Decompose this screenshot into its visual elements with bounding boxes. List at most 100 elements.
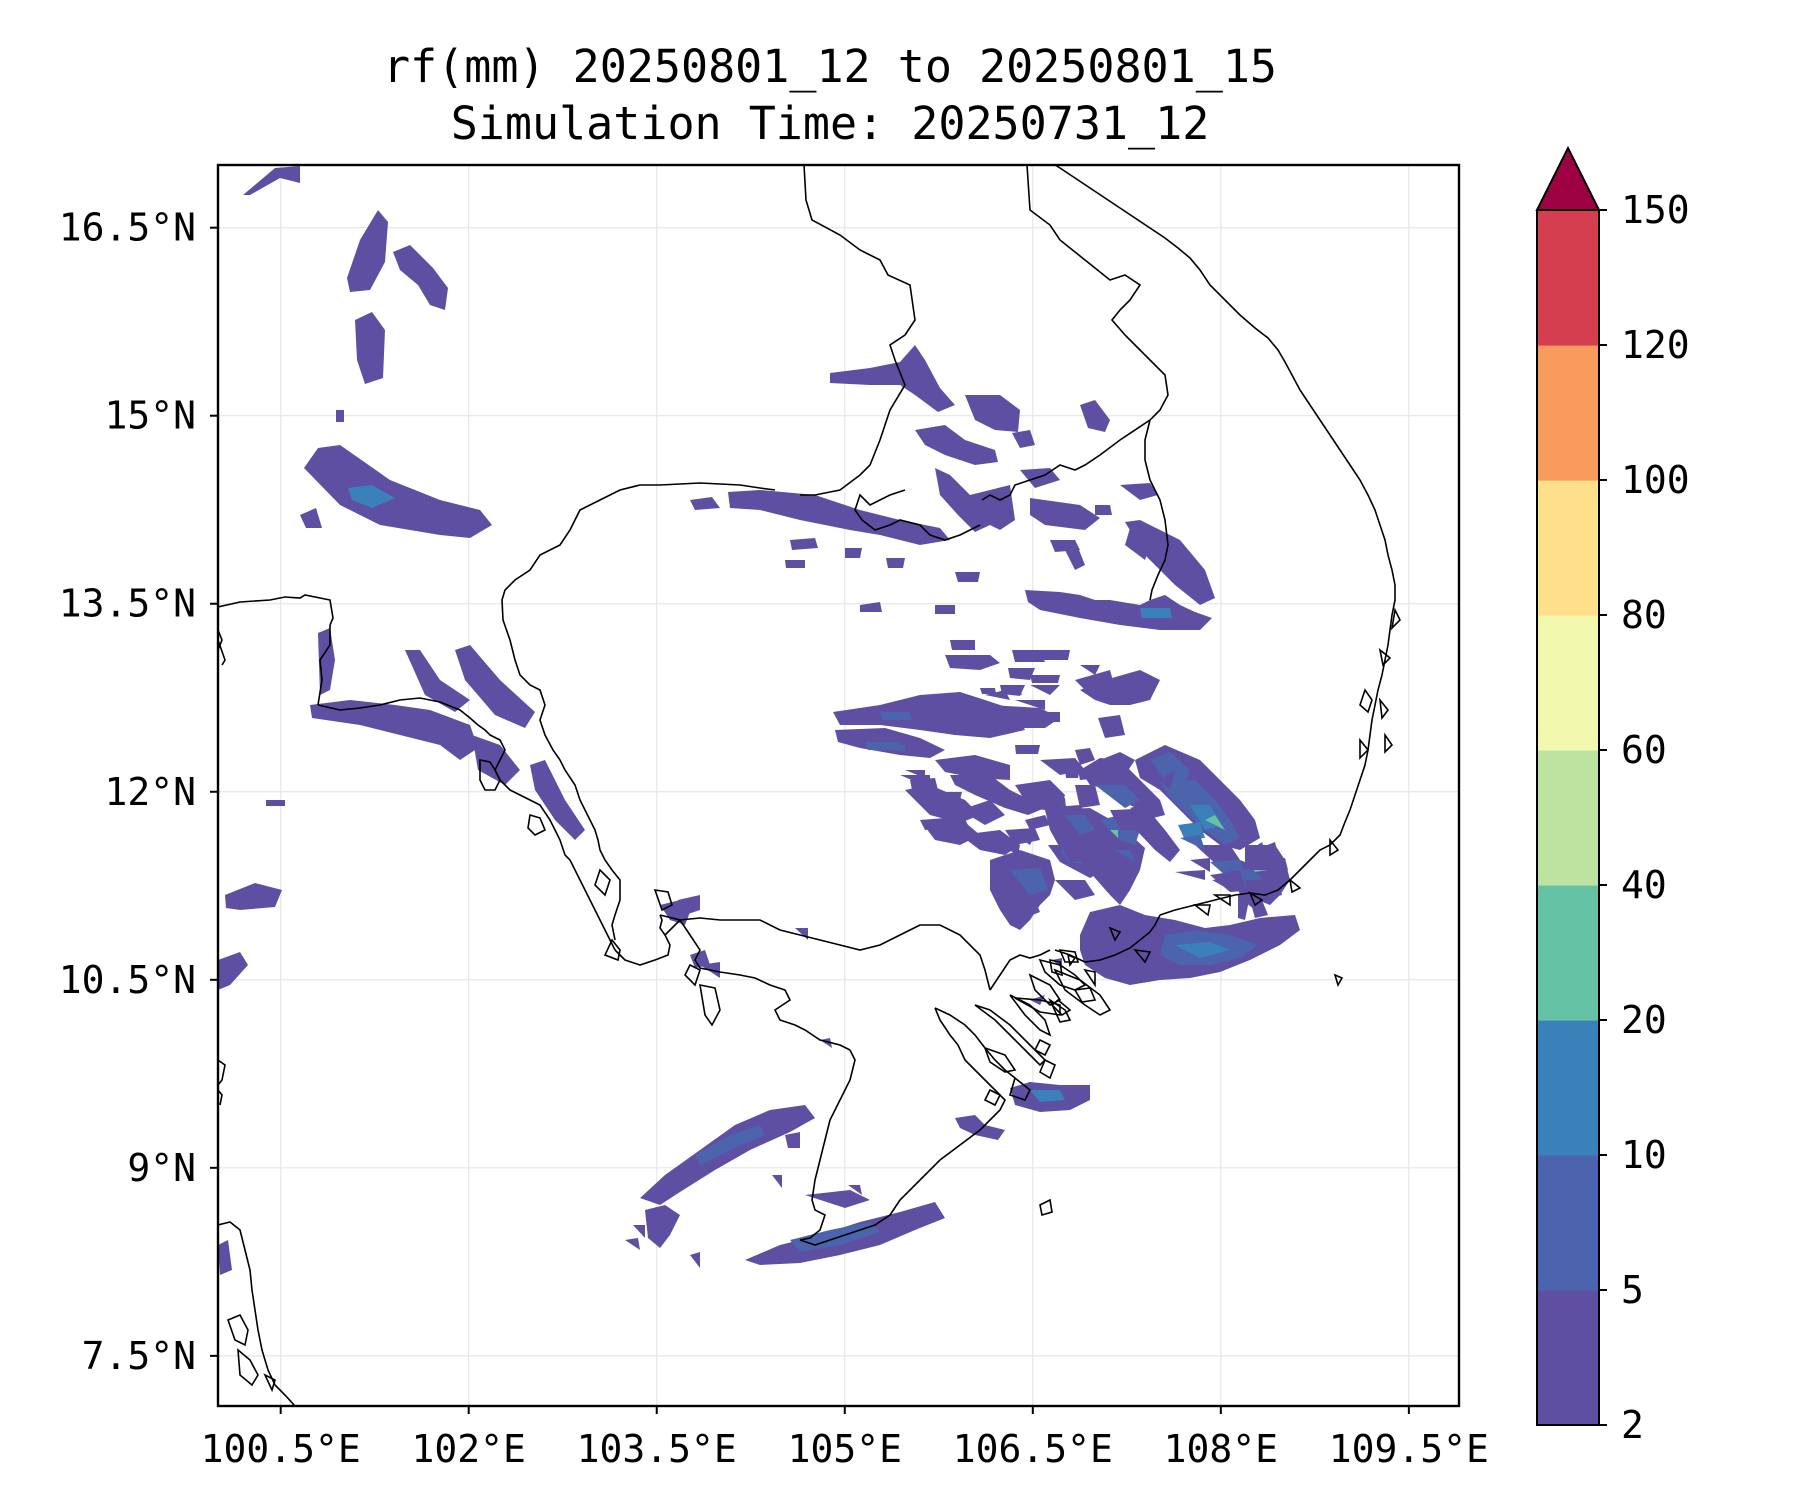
rain-area: [945, 655, 1000, 670]
rain-area: [1078, 768, 1100, 780]
coastline: [1048, 997, 1072, 1023]
coastline: [1033, 1038, 1052, 1057]
y-tick-label: 9°N: [127, 1146, 196, 1190]
x-tick-label: 108°E: [1164, 1427, 1278, 1471]
coastline: [263, 1373, 276, 1393]
rain-area: [625, 1238, 640, 1250]
rain-area: [955, 572, 980, 582]
rain-area: [690, 1252, 700, 1268]
rain-area: [935, 468, 990, 532]
rain-area: [1110, 810, 1140, 830]
coastline: [974, 1004, 1047, 1067]
coastline: [1038, 1058, 1057, 1080]
border-line: [1026, 165, 1169, 601]
x-tick-label: 102°E: [412, 1427, 526, 1471]
coastline: [614, 914, 671, 966]
rain-area: [678, 895, 700, 915]
rain-area: [1030, 685, 1060, 695]
coastline: [1390, 607, 1401, 631]
rain-area: [472, 735, 520, 785]
coastline: [226, 1313, 249, 1347]
rain-area: [1205, 815, 1225, 830]
rain-area: [886, 558, 905, 568]
coastline: [1288, 878, 1302, 894]
map-title: rf(mm) 20250801_12 to 20250801_15 Simula…: [0, 38, 1660, 152]
coastline: [218, 1089, 223, 1106]
x-tick-label: 109.5°E: [1329, 1427, 1489, 1471]
rain-area: [1248, 903, 1262, 912]
coastline: [1333, 973, 1344, 988]
y-tick-label: 16.5°N: [59, 206, 196, 250]
rain-area: [935, 755, 1010, 780]
rain-area: [1025, 815, 1050, 830]
border-line: [664, 917, 991, 991]
rain-area: [1075, 748, 1095, 765]
coastline: [218, 629, 223, 651]
rain-area: [950, 640, 975, 650]
colorbar-tick-label: 60: [1621, 728, 1667, 772]
coastline: [1014, 997, 1061, 1016]
rain-area: [1225, 875, 1240, 890]
rain-area: [218, 952, 248, 990]
coastline: [1009, 1076, 1032, 1101]
rain-area: [1055, 880, 1095, 900]
rain-area: [985, 690, 1010, 700]
rain-area: [805, 1190, 870, 1208]
coastline: [527, 813, 547, 836]
rain-area: [304, 445, 492, 538]
rain-area: [1245, 880, 1270, 895]
rain-area: [960, 830, 1020, 855]
rain-area: [455, 645, 535, 728]
rain-area: [900, 775, 930, 788]
y-tick-label: 13.5°N: [59, 582, 196, 626]
rain-area: [336, 410, 344, 422]
rain-area: [915, 425, 998, 465]
colorbar-tick-label: 40: [1621, 863, 1667, 907]
rain-area: [785, 560, 805, 568]
rain-area: [1120, 483, 1158, 500]
y-tick-label: 15°N: [104, 394, 196, 438]
rain-area: [935, 605, 955, 614]
rain-area: [955, 1115, 1005, 1140]
rain-area: [1040, 650, 1070, 660]
colorbar-segment: [1537, 1155, 1599, 1291]
rain-area: [880, 712, 912, 720]
rain-area: [1060, 845, 1090, 862]
rain-area: [948, 830, 962, 842]
colorbar-frame: [1536, 209, 1600, 1426]
rain-area: [1010, 900, 1040, 920]
rain-area: [1015, 745, 1040, 754]
x-tick-label: 103.5°E: [577, 1427, 737, 1471]
rain-area: [950, 775, 1045, 815]
colorbar-segment: [1537, 210, 1599, 346]
coastline: [699, 983, 721, 1027]
rain-area: [1095, 505, 1112, 515]
rain-area: [1025, 590, 1212, 630]
border-line: [218, 594, 334, 626]
coastline: [1212, 894, 1231, 907]
colorbar-tick-label: 120: [1621, 323, 1690, 367]
rain-area: [772, 1175, 782, 1188]
colorbar-segment: [1537, 480, 1599, 616]
colorbar-tick-label: 80: [1621, 593, 1667, 637]
coastline: [1054, 914, 1161, 963]
colorbar-tick-label: 100: [1621, 458, 1690, 502]
rain-area: [1065, 540, 1085, 570]
rain-area: [1080, 670, 1160, 705]
rain-area: [530, 760, 585, 840]
rain-area: [1005, 690, 1022, 695]
coastline: [1050, 998, 1072, 1017]
coastline: [1039, 1198, 1053, 1217]
rain-area: [1080, 400, 1110, 432]
rain-area: [1020, 468, 1060, 488]
rain-area: [728, 490, 950, 545]
coastline: [1053, 968, 1112, 1016]
border-line: [501, 482, 776, 761]
rain-area: [1098, 715, 1125, 738]
rain-area: [1080, 665, 1100, 675]
rain-area: [1015, 835, 1035, 845]
rain-area: [355, 312, 385, 384]
rain-area: [865, 742, 900, 750]
y-tick-label: 10.5°N: [59, 958, 196, 1002]
colorbar-extend-arrow: [1535, 145, 1601, 211]
